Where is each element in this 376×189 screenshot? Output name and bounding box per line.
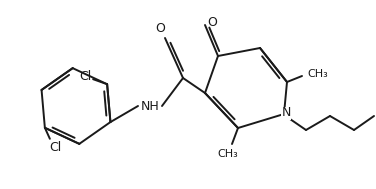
Text: N: N	[281, 106, 291, 119]
Text: O: O	[207, 15, 217, 29]
Text: CH₃: CH₃	[218, 149, 238, 159]
Text: NH: NH	[141, 99, 159, 112]
Text: CH₃: CH₃	[308, 69, 328, 79]
Text: Cl: Cl	[79, 70, 91, 83]
Text: O: O	[155, 22, 165, 35]
Text: Cl: Cl	[50, 141, 62, 154]
